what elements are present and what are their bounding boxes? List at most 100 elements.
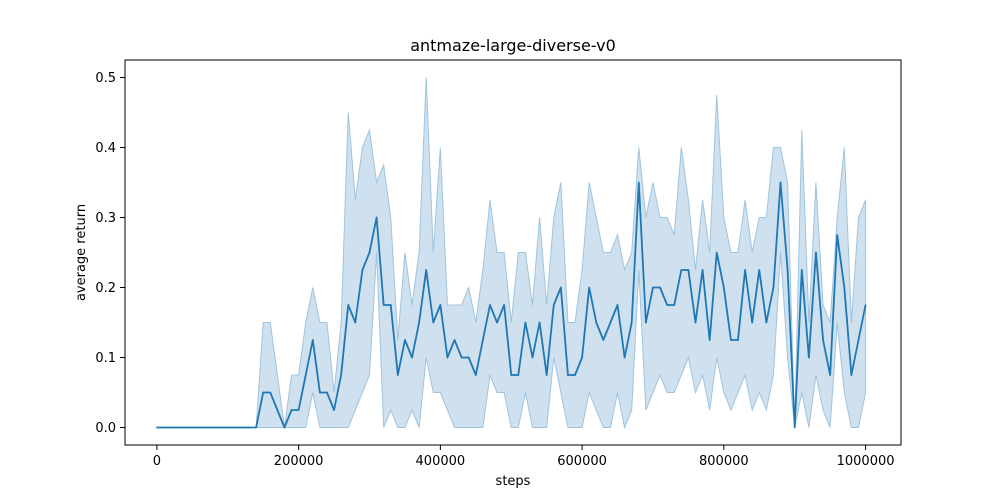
plot-frame	[124, 59, 902, 446]
data-point	[758, 269, 761, 271]
data-point	[304, 374, 307, 376]
x-axis: 0 200000 400000 600000 800000 1000000	[153, 445, 895, 469]
data-point	[453, 339, 456, 341]
data-point	[510, 374, 513, 376]
data-point	[439, 304, 442, 306]
data-point	[701, 269, 704, 271]
data-point	[354, 321, 357, 324]
data-point	[836, 234, 839, 236]
data-point	[404, 339, 406, 341]
data-point	[163, 426, 165, 429]
data-point	[241, 426, 243, 429]
data-point	[319, 391, 321, 394]
data-point	[779, 181, 782, 184]
data-point	[765, 321, 768, 324]
data-point	[446, 356, 449, 359]
x-tick-label: 0	[153, 454, 161, 469]
data-point	[496, 321, 498, 324]
data-point	[864, 304, 867, 306]
data-point	[843, 286, 846, 289]
data-point	[425, 269, 427, 271]
data-point	[645, 321, 647, 324]
data-point	[347, 304, 350, 306]
data-point	[694, 321, 697, 324]
data-point	[751, 321, 753, 324]
x-tick-label: 800000	[699, 454, 749, 469]
data-point	[170, 426, 172, 429]
data-point	[680, 269, 683, 271]
data-point	[517, 374, 520, 376]
data-point	[474, 374, 477, 376]
x-tick-label: 600000	[557, 454, 607, 469]
data-point	[744, 269, 746, 271]
data-point	[269, 391, 272, 394]
y-tick-label: 0.0	[95, 421, 116, 436]
data-point	[397, 374, 399, 376]
y-tick-label: 0.4	[95, 141, 116, 156]
data-point	[262, 391, 264, 394]
y-tick-label: 0.2	[95, 281, 116, 296]
data-point	[219, 426, 222, 429]
data-point	[524, 321, 527, 324]
data-point	[623, 356, 626, 359]
data-point	[156, 426, 158, 429]
data-point	[588, 286, 590, 289]
data-point	[226, 426, 229, 429]
data-point	[283, 426, 286, 429]
data-point	[723, 286, 725, 289]
data-point	[595, 321, 598, 324]
data-point	[637, 181, 640, 184]
x-axis-label: steps	[496, 474, 531, 489]
data-point	[708, 339, 711, 341]
data-point	[659, 286, 661, 289]
data-point	[340, 374, 342, 376]
data-point	[552, 304, 555, 306]
data-point	[666, 304, 668, 306]
chart-title: antmaze-large-diverse-v0	[410, 36, 616, 55]
data-point	[857, 339, 860, 341]
data-point	[234, 426, 236, 429]
data-point	[630, 321, 633, 324]
data-point	[333, 409, 335, 411]
data-point	[581, 356, 583, 359]
data-point	[531, 356, 534, 359]
data-point	[489, 304, 491, 306]
data-point	[255, 426, 257, 429]
data-point	[822, 339, 824, 341]
data-point	[602, 339, 605, 341]
data-point	[418, 321, 420, 324]
data-point	[467, 356, 470, 359]
data-point	[212, 426, 215, 429]
data-point	[567, 374, 569, 376]
data-point	[503, 304, 505, 306]
y-tick-label: 0.3	[95, 211, 116, 226]
data-point	[205, 426, 208, 429]
data-point	[432, 321, 435, 324]
data-point	[808, 356, 810, 359]
data-point	[652, 286, 654, 289]
data-point	[850, 374, 853, 376]
data-point	[793, 426, 796, 429]
data-point	[815, 251, 817, 254]
data-point	[375, 216, 378, 219]
data-point	[312, 339, 314, 341]
x-tick-label: 400000	[416, 454, 466, 469]
data-point	[687, 269, 690, 271]
data-point	[460, 356, 463, 359]
data-point	[290, 409, 293, 411]
data-point	[191, 426, 194, 429]
data-point	[538, 321, 541, 324]
data-point	[326, 391, 328, 394]
data-point	[737, 339, 739, 341]
data-point	[276, 409, 279, 411]
plot-area	[156, 77, 867, 430]
data-point	[184, 426, 187, 429]
data-point	[800, 269, 803, 271]
data-point	[411, 356, 413, 359]
data-point	[198, 426, 201, 429]
data-point	[177, 426, 179, 429]
x-tick-label: 1000000	[837, 454, 895, 469]
data-point	[368, 251, 371, 254]
data-point	[361, 269, 364, 271]
data-point	[616, 304, 619, 306]
